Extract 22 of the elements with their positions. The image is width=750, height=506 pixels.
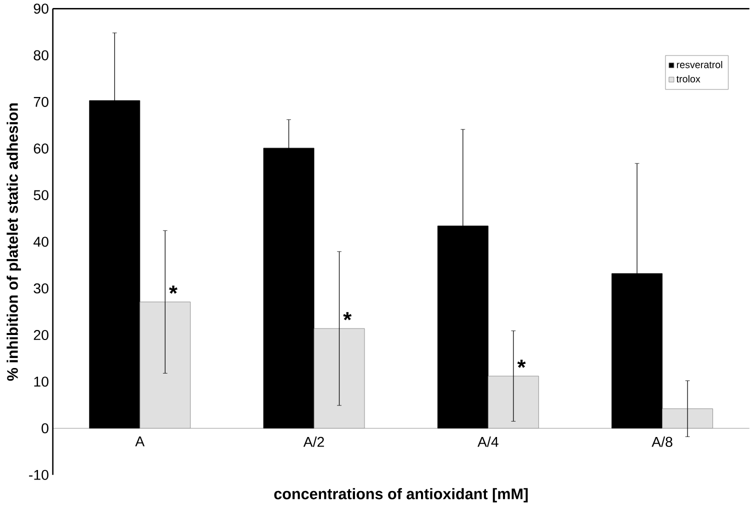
x-tick-label: A/8 bbox=[652, 436, 672, 447]
y-tick-label: 70 bbox=[34, 96, 48, 107]
annotation: * bbox=[343, 312, 352, 320]
x-tick-label: A bbox=[135, 436, 145, 446]
annotation: * bbox=[517, 360, 526, 368]
y-tick-label: 20 bbox=[34, 330, 48, 340]
x-axis-title: concentrations of antioxidant [mM] bbox=[274, 488, 528, 502]
annotation: * bbox=[169, 286, 178, 294]
legend-label: resveratrol bbox=[676, 60, 722, 68]
y-tick-label: 10 bbox=[34, 376, 48, 387]
legend-label: trolox bbox=[676, 75, 700, 82]
y-tick-label: -10 bbox=[29, 470, 48, 480]
y-tick-label: 60 bbox=[34, 144, 48, 154]
y-tick-label: 80 bbox=[34, 50, 48, 60]
y-tick-label: 0 bbox=[42, 423, 48, 434]
x-tick-label: A/4 bbox=[478, 436, 498, 447]
y-tick-label: 50 bbox=[34, 190, 48, 200]
y-axis-title: % inhibition of platelet static adhesion bbox=[6, 103, 21, 381]
y-tick-label: 90 bbox=[34, 4, 48, 14]
y-tick-label: 30 bbox=[34, 283, 48, 294]
x-tick-label: A/2 bbox=[303, 436, 324, 447]
y-tick-label: 40 bbox=[33, 236, 48, 247]
